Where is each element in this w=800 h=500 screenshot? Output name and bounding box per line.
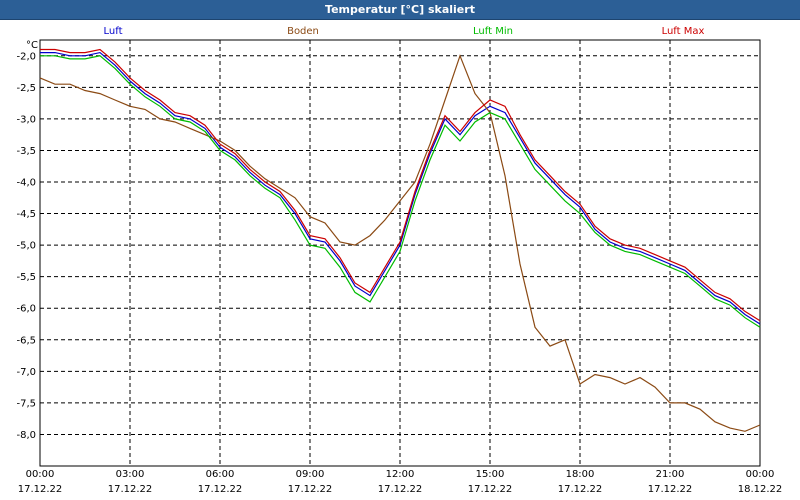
y-axis-ticks: -2,0 -2,5 -3,0 -3,5 -4,0 -4,5 -5,0 -5,5 -6,0 -6,5…: [16, 51, 36, 441]
x-tick-time: 18:00: [566, 469, 595, 480]
y-tick-label: -4,5: [16, 209, 36, 220]
chart-title-bar: Temperatur [°C] skaliert: [0, 0, 800, 20]
y-tick-label: -2,5: [16, 83, 36, 94]
legend-item: Luft: [104, 26, 123, 37]
y-tick-label: -2,0: [16, 51, 36, 62]
x-tick-date: 17.12.22: [378, 484, 423, 495]
x-tick-date: 17.12.22: [558, 484, 603, 495]
y-tick-label: -3,5: [16, 146, 36, 157]
x-tick-time: 00:00: [26, 469, 55, 480]
x-tick-date: 17.12.22: [288, 484, 333, 495]
temperature-chart: Luft Boden Luft Min Luft Max °C -2,0 -2,5 -3,…: [16, 26, 783, 495]
x-tick-date: 17.12.22: [198, 484, 243, 495]
x-tick-date: 17.12.22: [18, 484, 63, 495]
y-tick-label: -5,5: [16, 272, 36, 283]
y-axis-unit-label: °C: [26, 40, 38, 51]
x-tick-time: 12:00: [386, 469, 415, 480]
y-tick-label: -7,5: [16, 398, 36, 409]
legend-item: Luft Min: [473, 26, 513, 37]
series-line-luft: [40, 51, 761, 325]
y-tick-label: -3,0: [16, 114, 36, 125]
y-tick-label: -7,0: [16, 367, 36, 378]
y-tick-label: -5,0: [16, 241, 36, 252]
data-series: [39, 48, 761, 432]
legend-item: Boden: [287, 26, 319, 37]
legend-item: Luft Max: [662, 26, 705, 37]
grid-lines: [40, 40, 760, 466]
x-tick-date: 17.12.22: [108, 484, 153, 495]
x-tick-time: 21:00: [656, 469, 685, 480]
y-tick-label: -4,0: [16, 178, 36, 189]
series-line-luft-min: [40, 55, 761, 328]
chart-title: Temperatur [°C] skaliert: [325, 3, 475, 16]
x-tick-time: 00:00: [746, 469, 775, 480]
x-axis-ticks: 00:00 17.12.22 03:00 17.12.22 06:00 17.12.22 0…: [18, 469, 783, 495]
x-tick-time: 06:00: [206, 469, 235, 480]
y-tick-label: -6,5: [16, 335, 36, 346]
x-tick-time: 15:00: [476, 469, 505, 480]
series-line-boden: [39, 54, 761, 432]
x-tick-date: 18.12.22: [738, 484, 783, 495]
x-tick-date: 17.12.22: [648, 484, 693, 495]
y-tick-label: -8,0: [16, 430, 36, 441]
x-tick-date: 17.12.22: [468, 484, 513, 495]
series-line-luft-max: [40, 48, 761, 322]
x-tick-time: 03:00: [116, 469, 145, 480]
y-tick-label: -6,0: [16, 304, 36, 315]
legend: Luft Boden Luft Min Luft Max: [104, 26, 705, 37]
x-tick-time: 09:00: [296, 469, 325, 480]
